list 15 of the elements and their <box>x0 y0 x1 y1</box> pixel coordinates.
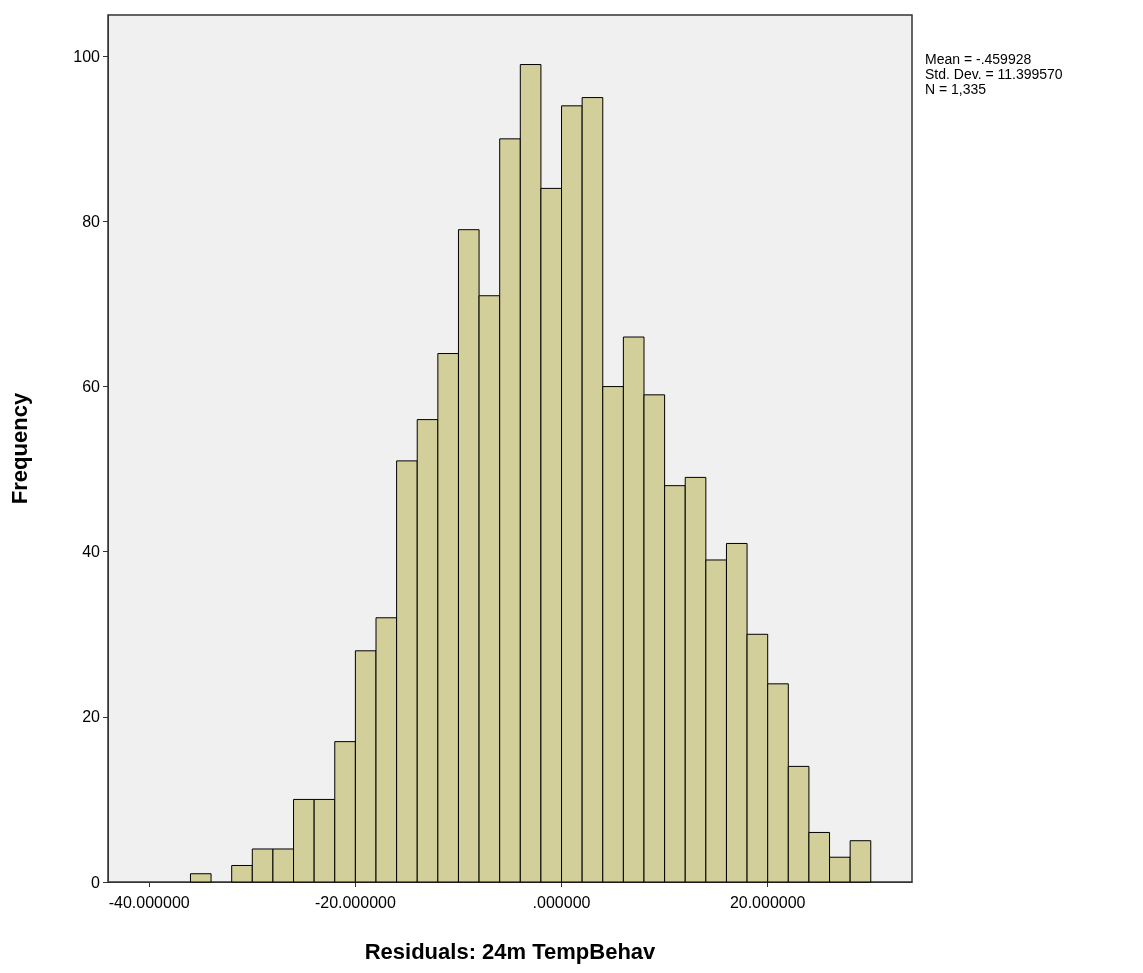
x-tick-label: .000000 <box>532 893 591 911</box>
x-axis-title: Residuals: 24m TempBehav <box>364 938 657 964</box>
text: N = 1,335 <box>925 81 987 97</box>
y-tick-label: 80 <box>82 212 101 230</box>
x-tick-label: -20.000000 <box>314 893 396 911</box>
text: Std. Dev. = 11.399570 <box>925 66 1063 82</box>
y-axis-title: Frequency <box>6 392 32 505</box>
y-tick-label: 20 <box>82 708 101 726</box>
text: Mean = -.459928 <box>925 51 1032 67</box>
x-tick-label: 20.000000 <box>729 893 806 911</box>
y-tick-label: 40 <box>82 543 101 561</box>
y-tick-label: 100 <box>73 47 101 65</box>
x-tick-label: -40.000000 <box>108 893 190 911</box>
y-tick-label: 60 <box>82 378 101 396</box>
y-tick-label: 0 <box>91 873 101 891</box>
